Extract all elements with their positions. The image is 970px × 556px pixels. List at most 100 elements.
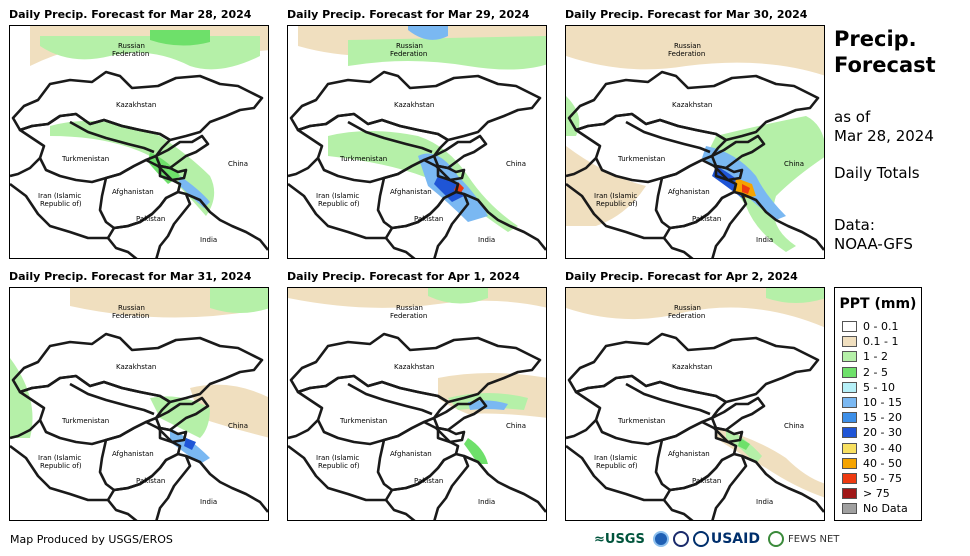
label-afghanistan: Afghanistan	[668, 450, 710, 458]
legend-item: 2 - 5	[842, 366, 888, 379]
legend-label: > 75	[863, 487, 890, 501]
precip-map: Russian Federation Kazakhstan Turkmenist…	[565, 25, 825, 259]
legend-swatch	[842, 397, 857, 408]
label-russia: Russian	[674, 42, 701, 50]
data-source-name: NOAA-GFS	[834, 235, 913, 253]
fews-net-icon	[767, 531, 784, 547]
label-iran: Iran (Islamic	[38, 192, 81, 200]
label-afghanistan: Afghanistan	[390, 450, 432, 458]
dhs-seal-icon	[672, 531, 689, 547]
legend-label: 0.1 - 1	[863, 335, 899, 349]
label-kazakhstan: Kazakhstan	[116, 101, 156, 109]
as-of-block: as of Mar 28, 2024	[834, 108, 934, 146]
precip-map: Russian Federation Kazakhstan Turkmenist…	[9, 287, 269, 521]
daily-totals: Daily Totals	[834, 164, 920, 182]
label-india: India	[478, 236, 495, 244]
legend-title: PPT (mm)	[839, 296, 917, 312]
label-afghanistan: Afghanistan	[668, 188, 710, 196]
label-iran-2: Republic of)	[596, 200, 638, 208]
label-iran: Iran (Islamic	[594, 192, 637, 200]
legend-swatch	[842, 366, 857, 378]
label-china: China	[506, 422, 526, 430]
label-iran: Iran (Islamic	[316, 454, 359, 462]
legend-label: 1 - 2	[863, 350, 888, 364]
panel-title: Daily Precip. Forecast for Mar 29, 2024	[287, 8, 530, 21]
legend-item: 1 - 2	[842, 350, 888, 363]
sidebar-title-line2: Forecast	[834, 53, 936, 77]
label-china: China	[228, 422, 248, 430]
label-russia-2: Federation	[668, 50, 705, 58]
legend-label: 40 - 50	[863, 456, 902, 470]
label-india: India	[478, 498, 495, 506]
as-of-date: Mar 28, 2024	[834, 127, 934, 145]
legend-swatch	[842, 457, 857, 469]
legend-item: 10 - 15	[842, 396, 902, 409]
legend-swatch	[842, 503, 857, 515]
panel-title: Daily Precip. Forecast for Mar 28, 2024	[9, 8, 252, 21]
label-india: India	[200, 236, 217, 244]
panel-title: Daily Precip. Forecast for Mar 30, 2024	[565, 8, 808, 21]
label-china: China	[784, 160, 804, 168]
legend-swatch	[842, 412, 857, 424]
label-russia: Russian	[396, 304, 423, 312]
label-kazakhstan: Kazakhstan	[394, 101, 434, 109]
label-china: China	[784, 422, 804, 430]
data-source-label: Data:	[834, 216, 875, 234]
legend-label: No Data	[863, 502, 908, 516]
fews-net-logo: FEWS NET	[787, 533, 840, 545]
legend-item: 40 - 50	[842, 457, 902, 470]
panel-title: Daily Precip. Forecast for Mar 31, 2024	[9, 270, 252, 283]
legend-swatch	[842, 351, 857, 363]
legend-swatch	[842, 381, 857, 393]
legend-swatch	[842, 336, 857, 348]
label-turkmenistan: Turkmenistan	[617, 417, 665, 425]
label-iran-2: Republic of)	[318, 200, 360, 208]
label-iran-2: Republic of)	[596, 462, 638, 470]
label-pakistan: Pakistan	[692, 477, 721, 485]
legend-label: 2 - 5	[863, 365, 888, 379]
legend-item: 30 - 40	[842, 442, 902, 455]
label-pakistan: Pakistan	[414, 477, 443, 485]
panel-title: Daily Precip. Forecast for Apr 1, 2024	[287, 270, 520, 283]
legend-item: 0.1 - 1	[842, 335, 898, 348]
legend-swatch	[842, 473, 857, 484]
legend-item: > 75	[842, 487, 890, 500]
legend-item: 0 - 0.1	[842, 320, 898, 333]
label-china: China	[506, 160, 526, 168]
label-kazakhstan: Kazakhstan	[672, 363, 712, 371]
label-pakistan: Pakistan	[136, 477, 165, 485]
label-iran-2: Republic of)	[40, 200, 82, 208]
label-turkmenistan: Turkmenistan	[61, 155, 109, 163]
label-iran-2: Republic of)	[318, 462, 360, 470]
label-russia-2: Federation	[112, 312, 149, 320]
label-turkmenistan: Turkmenistan	[617, 155, 665, 163]
sidebar-title-line1: Precip.	[834, 27, 917, 51]
label-pakistan: Pakistan	[692, 215, 721, 223]
label-india: India	[756, 498, 773, 506]
label-russia-2: Federation	[668, 312, 705, 320]
legend-label: 10 - 15	[863, 396, 902, 409]
legend-item: No Data	[842, 502, 908, 515]
sidebar-title: Precip. Forecast	[834, 26, 936, 78]
precip-map: Russian Federation Kazakhstan Turkmenist…	[9, 25, 269, 259]
legend-swatch	[842, 321, 857, 332]
precip-map: Russian Federation Kazakhstan Turkmenist…	[287, 25, 547, 259]
usaid-seal-icon	[692, 531, 709, 547]
legend-label: 50 - 75	[863, 472, 902, 485]
label-russia: Russian	[396, 42, 423, 50]
label-iran-2: Republic of)	[40, 462, 82, 470]
label-russia-2: Federation	[112, 50, 149, 58]
precip-map: Russian Federation Kazakhstan Turkmenist…	[287, 287, 547, 521]
panel-title: Daily Precip. Forecast for Apr 2, 2024	[565, 270, 798, 283]
legend-swatch	[842, 427, 857, 439]
map-credit: Map Produced by USGS/EROS	[10, 533, 173, 546]
label-iran: Iran (Islamic	[316, 192, 359, 200]
legend-label: 30 - 40	[863, 441, 902, 455]
legend-label: 15 - 20	[863, 411, 902, 425]
label-turkmenistan: Turkmenistan	[339, 155, 387, 163]
data-source-block: Data: NOAA-GFS	[834, 216, 913, 254]
legend-item: 5 - 10	[842, 381, 895, 394]
partner-logos: ≈USGS USAID FEWS NET	[594, 528, 839, 550]
label-iran: Iran (Islamic	[38, 454, 81, 462]
label-russia-2: Federation	[390, 50, 427, 58]
